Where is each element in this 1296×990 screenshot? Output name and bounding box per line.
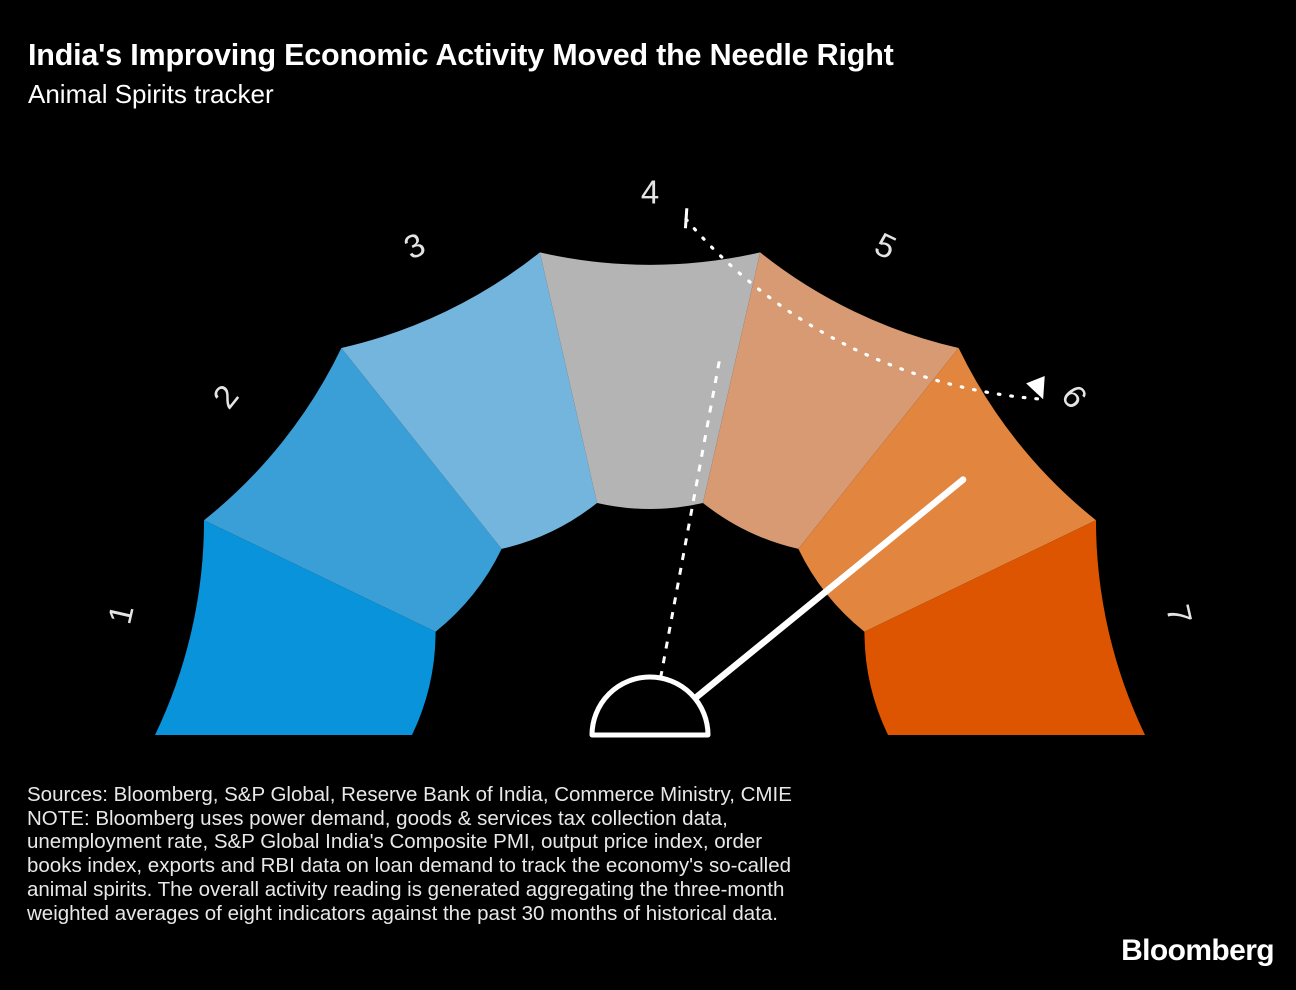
gauge-tick-label-6: 6 [1054, 378, 1094, 415]
gauge-hub [589, 674, 711, 738]
footnote-line: NOTE: Bloomberg uses power demand, goods… [27, 806, 728, 830]
movement-arc-start-tick [683, 208, 689, 229]
footnote-line: unemployment rate, S&P Global India's Co… [27, 830, 763, 854]
gauge-tick-label-7: 7 [1159, 601, 1199, 627]
gauge-segments [155, 252, 1145, 735]
footnote-line: books index, exports and RBI data on loa… [27, 854, 791, 878]
gauge-segment-7 [864, 520, 1145, 735]
movement-arc [684, 217, 1045, 401]
gauge-hub-semicircle [589, 674, 711, 738]
gauge-svg: 1 2 3 4 5 6 7 [101, 174, 1199, 738]
gauge-segment-2 [204, 347, 502, 632]
gauge-segment-1 [155, 520, 436, 735]
gauge-tick-label-5: 5 [869, 225, 902, 266]
gauge-tick-label-2: 2 [205, 378, 245, 415]
gauge-tick-label-4: 4 [641, 174, 659, 211]
gauge-chart: 1 2 3 4 5 6 7 [0, 140, 1296, 760]
gauge-segment-3 [341, 252, 598, 549]
footnote-line: weighted averages of eight indicators ag… [27, 901, 778, 925]
gauge-segment-4 [539, 252, 761, 509]
gauge-segment-5 [702, 252, 959, 549]
needle-indicator [662, 476, 967, 726]
needle-line [662, 476, 967, 726]
chart-footnotes: Sources: Bloomberg, S&P Global, Reserve … [27, 783, 1097, 925]
movement-arrowhead-icon [1026, 376, 1045, 400]
footnote-line: Sources: Bloomberg, S&P Global, Reserve … [27, 783, 792, 806]
gauge-tick-label-1: 1 [101, 601, 141, 627]
page-title: India's Improving Economic Activity Move… [28, 38, 894, 72]
gauge-tick-label-3: 3 [398, 225, 431, 266]
footnote-line: animal spirits. The overall activity rea… [27, 877, 785, 901]
bloomberg-logo: Bloomberg [1121, 934, 1275, 967]
chart-subtitle: Animal Spirits tracker [28, 79, 274, 110]
movement-arrow-icon [683, 208, 1045, 401]
chart-header: India's Improving Economic Activity Move… [28, 38, 1268, 110]
